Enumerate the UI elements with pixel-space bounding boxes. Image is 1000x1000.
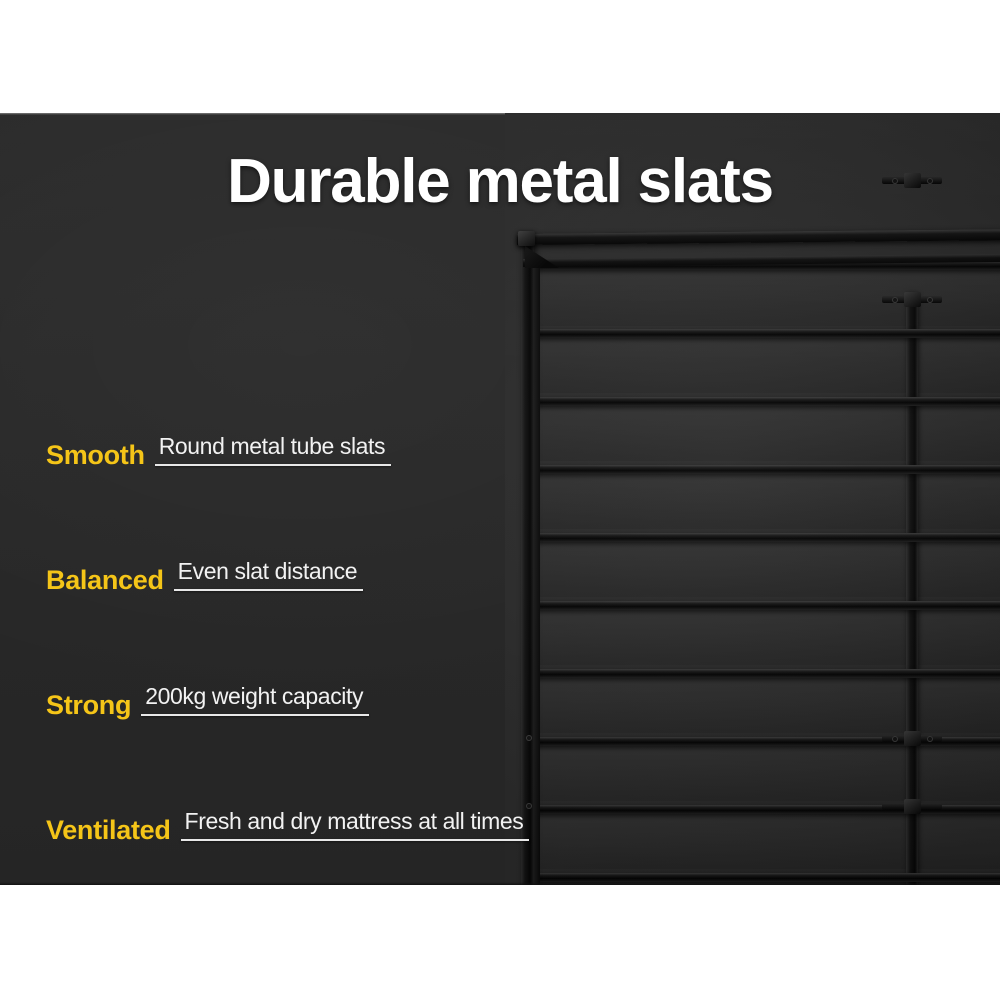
slat-clamp-bracket <box>882 292 942 307</box>
feature-underline <box>141 714 370 716</box>
bolt-icon <box>892 297 898 303</box>
metal-slat <box>534 601 1000 610</box>
feature-description: Even slat distance <box>177 558 358 585</box>
feature-description: Fresh and dry mattress at all times <box>184 808 524 835</box>
bolt-icon <box>526 735 532 741</box>
bed-frame-photo <box>505 113 1000 885</box>
slat-gap <box>534 811 1000 869</box>
feature-description-group: 200kg weight capacity <box>141 683 370 720</box>
metal-slat <box>534 805 1000 814</box>
metal-slat <box>534 261 1000 270</box>
bracket-block <box>904 292 921 307</box>
feature-item-balanced: Balanced Even slat distance <box>46 470 566 595</box>
feature-underline <box>154 464 392 466</box>
left-rail-lip <box>534 265 540 885</box>
feature-item-smooth: Smooth Round metal tube slats <box>46 345 566 470</box>
feature-term: Smooth <box>46 440 145 470</box>
feature-description: Round metal tube slats <box>158 433 386 460</box>
panel-top-edge <box>0 113 1000 115</box>
slat-gap <box>534 471 1000 529</box>
metal-slat <box>534 737 1000 746</box>
metal-slat <box>534 669 1000 678</box>
metal-slat <box>534 873 1000 882</box>
feature-description-group: Fresh and dry mattress at all times <box>180 808 530 845</box>
slat-clamp-bracket <box>882 799 942 814</box>
feature-description-group: Even slat distance <box>173 558 364 595</box>
corner-cap <box>518 231 535 246</box>
bolt-icon <box>927 297 933 303</box>
feature-item-ventilated: Ventilated Fresh and dry mattress at all… <box>46 720 566 845</box>
panel-bottom-edge <box>0 882 1000 885</box>
bolt-icon <box>892 736 898 742</box>
slat-gap <box>534 675 1000 733</box>
bolt-icon <box>526 803 532 809</box>
feature-description-group: Round metal tube slats <box>154 433 392 470</box>
page-title: Durable metal slats <box>227 147 774 216</box>
metal-slat <box>534 533 1000 542</box>
bracket-block <box>904 173 921 188</box>
slat-gap <box>534 403 1000 461</box>
slat-clamp-bracket <box>882 731 942 746</box>
feature-description: 200kg weight capacity <box>145 683 364 710</box>
slat-gap <box>534 607 1000 665</box>
feature-term: Strong <box>46 690 132 720</box>
bracket-block <box>904 731 921 746</box>
metal-slat <box>534 465 1000 474</box>
bolt-icon <box>927 178 933 184</box>
metal-slat <box>534 397 1000 406</box>
feature-underline <box>180 839 530 841</box>
slat-gap <box>534 335 1000 393</box>
center-support-rail <box>906 293 918 885</box>
bracket-block <box>904 799 921 814</box>
metal-slat <box>534 329 1000 338</box>
feature-item-strong: Strong 200kg weight capacity <box>46 595 566 720</box>
feature-list: Smooth Round metal tube slats Balanced E… <box>46 345 566 845</box>
bolt-icon <box>892 178 898 184</box>
feature-term: Ventilated <box>46 815 171 845</box>
feature-term: Balanced <box>46 565 164 595</box>
slat-clamp-bracket <box>882 173 942 188</box>
left-side-rail <box>521 239 534 885</box>
slat-gap <box>534 743 1000 801</box>
bolt-icon <box>927 736 933 742</box>
dark-content-panel: Durable metal slats Smooth Round metal t… <box>0 113 1000 885</box>
feature-underline <box>173 589 364 591</box>
slat-gap <box>534 539 1000 597</box>
